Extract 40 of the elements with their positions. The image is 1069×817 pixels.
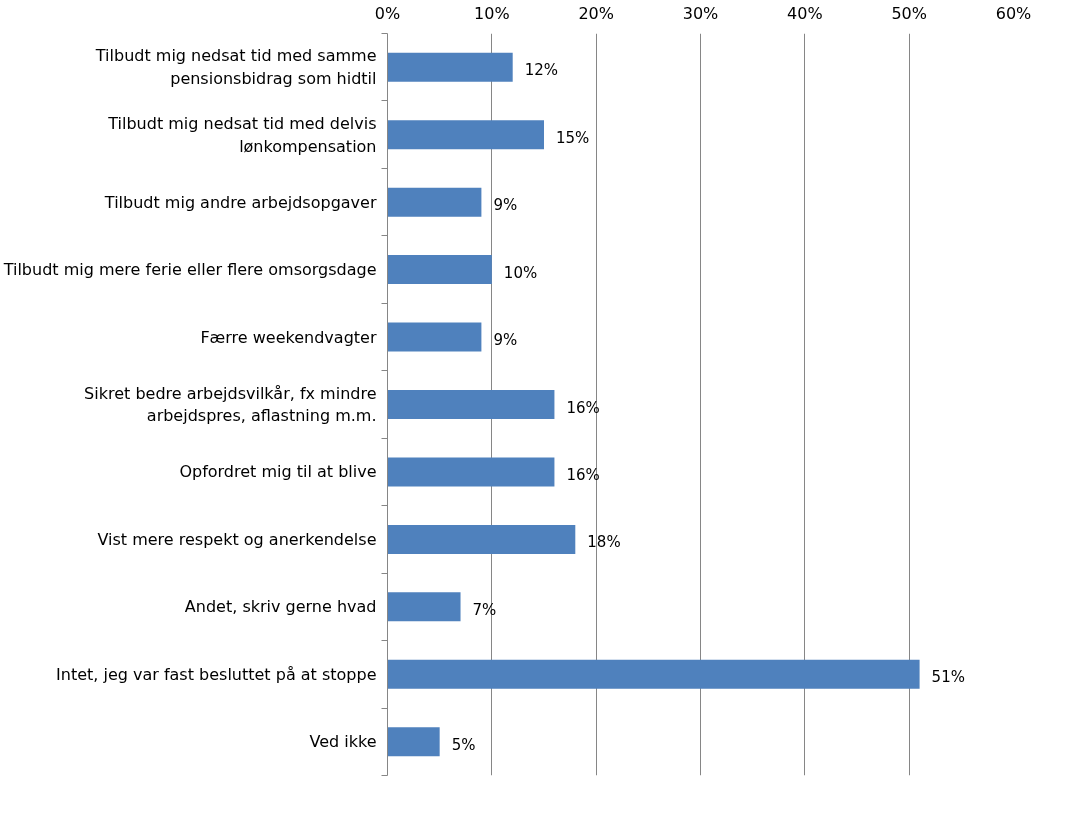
y-tick-label: Vist mere respekt og anerkendelse (97, 529, 377, 549)
data-label: 12% (524, 61, 559, 80)
y-tick-label: Færre weekendvagter (200, 327, 377, 347)
bar (387, 390, 555, 419)
x-tick-label: 10% (474, 3, 510, 23)
y-tick-label: Tilbudt mig mere ferie eller flere omsorgsdage (2, 260, 377, 280)
data-label: 9% (493, 196, 518, 215)
y-tick-label: Intet, jeg var fast besluttet på at stoppe (56, 664, 377, 684)
y-tick-label: Opfordret mig til at blive (179, 462, 377, 482)
data-label: 51% (931, 668, 965, 687)
data-label: 7% (472, 600, 497, 619)
bar (387, 592, 461, 622)
data-label: 18% (587, 533, 621, 552)
bar (387, 120, 544, 150)
y-tick-label: Tilbudt mig andre arbejdsopgaver (103, 192, 377, 212)
bar (387, 727, 440, 757)
x-tick-label: 0% (374, 3, 401, 23)
bar (387, 322, 482, 352)
bar (387, 659, 920, 689)
y-tick-label: Ved ikke (309, 732, 377, 752)
data-label: 10% (503, 263, 538, 282)
data-label: 16% (566, 465, 600, 484)
y-tick-label: Tilbudt mig nedsat tid med delvis lønkompensation (107, 113, 377, 156)
x-tick-label: 30% (682, 3, 719, 23)
y-tick-label: Sikret bedre arbejdsvilkår, fx mindre arbejdspres, aflastning m.m. (84, 383, 377, 426)
x-tick-label: 60% (995, 3, 1032, 23)
x-tick-label: 50% (891, 3, 927, 23)
data-label: 16% (566, 398, 600, 417)
y-tick-label: Andet, skriv gerne hvad (184, 597, 377, 617)
bar (387, 255, 492, 285)
bar (387, 524, 576, 554)
y-tick-label: Tilbudt mig nedsat tid med samme pensionsbidrag som hidtil (94, 46, 377, 89)
x-tick-label: 20% (578, 3, 614, 23)
data-label: 9% (493, 331, 518, 350)
bar (387, 52, 513, 82)
bar (387, 457, 555, 487)
x-tick-label: 40% (787, 3, 823, 23)
data-label: 15% (556, 128, 590, 147)
data-label: 5% (451, 735, 476, 754)
bar (387, 187, 482, 217)
